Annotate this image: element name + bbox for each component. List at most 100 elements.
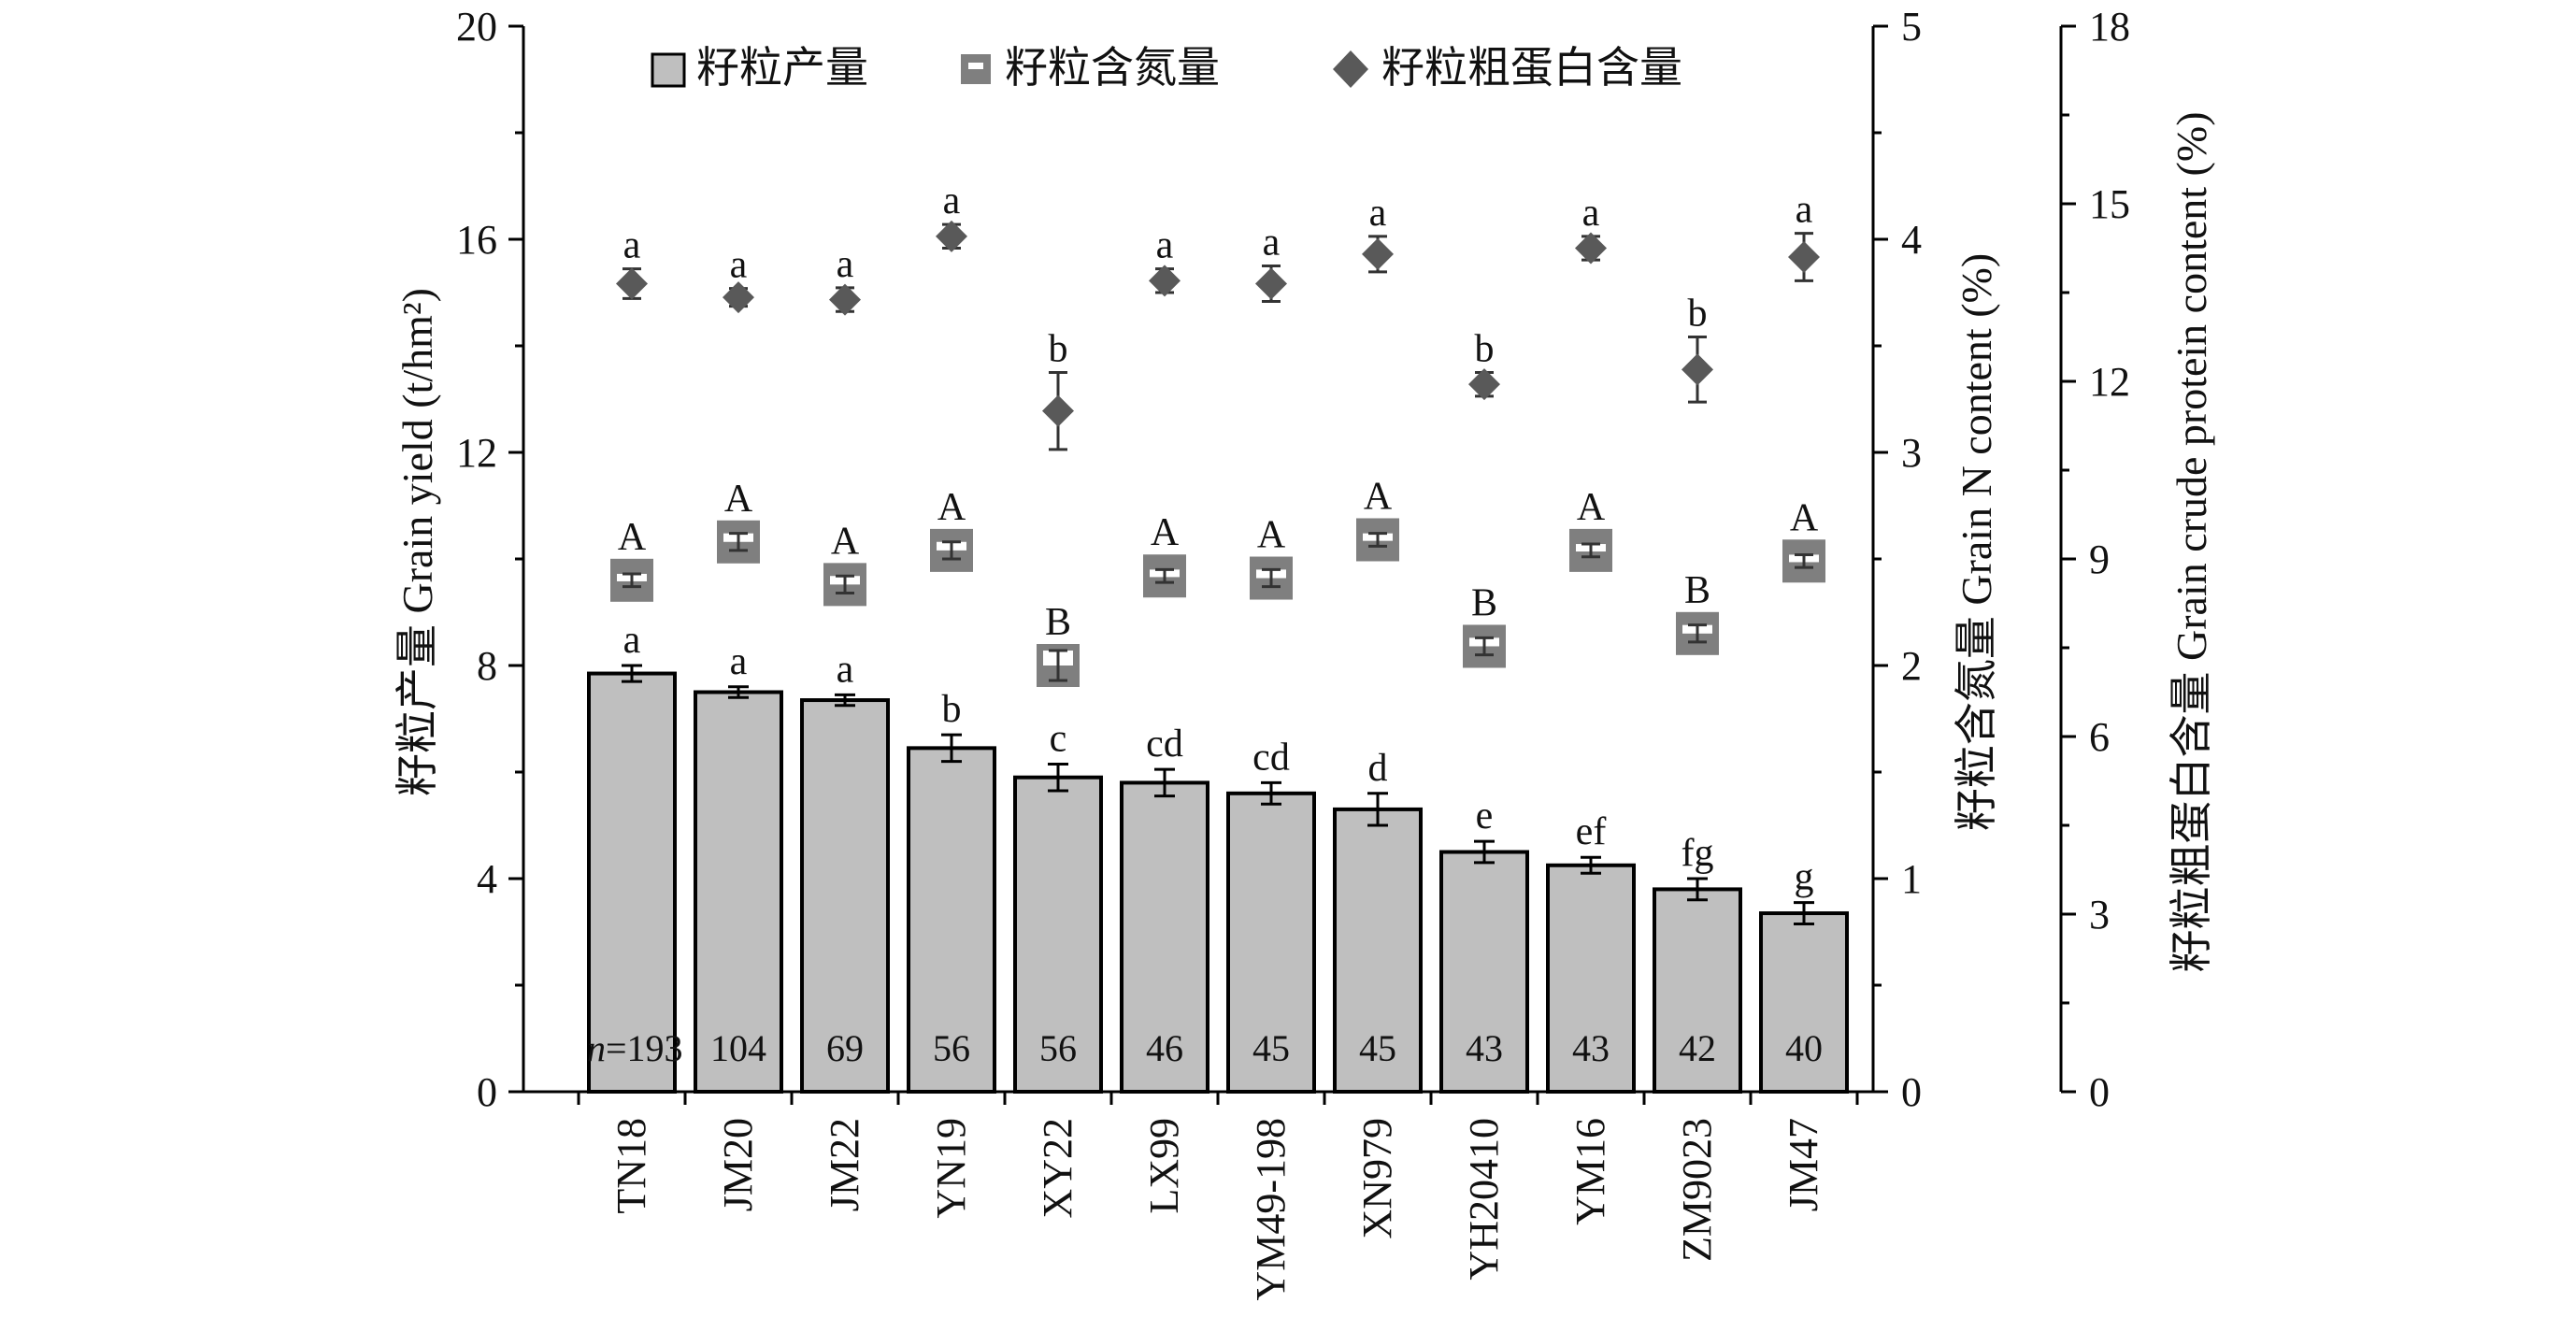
- yield-letter-label: cd: [1252, 736, 1290, 779]
- category-label: LX99: [1141, 1118, 1187, 1214]
- category-label: XY22: [1035, 1118, 1080, 1219]
- nitrogen-letter-label: A: [937, 486, 966, 529]
- nitrogen-letter-label: A: [724, 478, 753, 521]
- yield-letter-label: d: [1368, 747, 1388, 790]
- left-axis-title: 籽粒产量 Grain yield (t/hm²): [394, 288, 441, 796]
- protein-marker: [616, 267, 648, 300]
- yield-bar: [800, 698, 890, 1094]
- protein-letter-label: a: [837, 243, 854, 286]
- protein-marker: [1468, 368, 1500, 401]
- protein-letter-label: a: [943, 179, 961, 222]
- yield-letter-label: b: [942, 688, 962, 731]
- protein-letter-label: b: [1688, 293, 1708, 336]
- yield-bar: [1759, 911, 1849, 1094]
- right2-axis-tick-label: 6: [2089, 714, 2110, 760]
- right1-axis-tick-label: 0: [1901, 1069, 1922, 1115]
- nitrogen-letter-label: B: [1045, 601, 1071, 644]
- right1-axis-tick-label: 5: [1901, 4, 1922, 50]
- category-label: JM20: [715, 1118, 761, 1211]
- protein-marker: [1149, 265, 1181, 297]
- legend-item-nitrogen: 籽粒含氮量: [961, 44, 1220, 92]
- sample-size-label: 45: [1252, 1027, 1290, 1069]
- sample-size-label: 56: [1039, 1027, 1077, 1069]
- right2-axis-tick-label: 3: [2089, 892, 2110, 937]
- category-label: ZM9023: [1674, 1118, 1720, 1262]
- right1-axis-tick-label: 2: [1901, 643, 1922, 689]
- yield-letter-label: g: [1795, 856, 1814, 899]
- right2-axis-tick-label: 12: [2089, 359, 2130, 405]
- protein-marker: [1255, 267, 1287, 300]
- left-axis-tick-label: 12: [456, 430, 497, 476]
- protein-marker: [936, 220, 967, 252]
- sample-size-label: 45: [1359, 1027, 1396, 1069]
- protein-marker: [1575, 232, 1607, 265]
- sample-size-label: 46: [1146, 1027, 1183, 1069]
- nitrogen-letter-label: A: [618, 516, 647, 559]
- category-labels: TN18 JM20 JM22 YN19 XY22 LX99 YM49-198 XN979 YH2…: [608, 1118, 1826, 1301]
- yield-letter-label: e: [1476, 794, 1494, 837]
- legend-diamond-swatch: [1333, 50, 1368, 88]
- sample-size-label: 43: [1466, 1027, 1503, 1069]
- sample-size-label: n=193: [587, 1027, 683, 1069]
- nitrogen-letter-label: A: [1364, 475, 1393, 518]
- protein-marker: [723, 281, 754, 314]
- legend-item-protein: 籽粒粗蛋白含量: [1333, 44, 1682, 92]
- protein-letter-label: a: [1582, 192, 1600, 235]
- yield-letter-label: a: [730, 640, 748, 683]
- yield-letter-label: fg: [1682, 832, 1714, 875]
- legend-bar-swatch: [651, 52, 686, 88]
- protein-letter-label: a: [623, 224, 641, 267]
- nitrogen-letter-label: A: [1151, 511, 1180, 554]
- protein-marker: [1682, 353, 1713, 386]
- category-label: TN18: [608, 1118, 654, 1214]
- sample-size-label: 40: [1785, 1027, 1823, 1069]
- protein-letter-label: a: [1263, 222, 1281, 265]
- category-label: YM49-198: [1248, 1118, 1294, 1301]
- left-axis-tick-label: 4: [477, 856, 497, 902]
- protein-letter-label: a: [1156, 224, 1174, 267]
- right2-axis-tick-label: 0: [2089, 1069, 2110, 1115]
- yield-bar: [1120, 780, 1209, 1095]
- nitrogen-letter-label: B: [1471, 581, 1497, 624]
- protein-letter-label: a: [1796, 189, 1813, 232]
- legend-label-protein: 籽粒粗蛋白含量: [1381, 44, 1682, 92]
- category-label: YN19: [928, 1118, 974, 1219]
- protein-markers: a a a a b a a a b a b a: [616, 179, 1820, 451]
- sample-size-label: 104: [710, 1027, 766, 1069]
- category-label: JM22: [822, 1118, 867, 1211]
- yield-bar: [1333, 807, 1423, 1095]
- nitrogen-letter-label: B: [1684, 569, 1710, 612]
- nitrogen-letter-label: A: [1257, 514, 1286, 557]
- yield-letter-label: cd: [1146, 723, 1183, 766]
- category-label: YM16: [1567, 1118, 1613, 1225]
- left-axis-tick-label: 16: [456, 217, 497, 263]
- yield-bars: a n=193 a 104 a 69 b 56 c 56 cd 46 cd 45 d 45 e 43 ef 43 fg 4…: [587, 619, 1849, 1095]
- left-axis-tick-label: 20: [456, 4, 497, 50]
- yield-bar: [1653, 887, 1742, 1095]
- yield-letter-label: a: [837, 648, 854, 691]
- category-label: XN979: [1354, 1118, 1400, 1239]
- right1-axis-tick-label: 3: [1901, 430, 1922, 476]
- nitrogen-letter-label: A: [1577, 486, 1606, 529]
- protein-letter-label: b: [1049, 328, 1068, 371]
- yield-letter-label: a: [623, 619, 641, 662]
- sample-size-label: 69: [826, 1027, 864, 1069]
- legend: 籽粒产量 籽粒含氮量 籽粒粗蛋白含量: [651, 44, 1682, 92]
- protein-marker: [1362, 237, 1394, 270]
- yield-letter-label: c: [1050, 717, 1067, 760]
- protein-marker: [1788, 241, 1820, 273]
- legend-square-swatch-mark: [968, 63, 983, 69]
- right1-axis-tick-label: 4: [1901, 217, 1922, 263]
- yield-bar: [1013, 775, 1103, 1094]
- sample-size-label: 43: [1572, 1027, 1610, 1069]
- legend-label-nitrogen: 籽粒含氮量: [1005, 44, 1220, 92]
- right2-axis-tick-label: 9: [2089, 537, 2110, 582]
- yield-bar: [1226, 791, 1316, 1094]
- left-axis-tick-label: 0: [477, 1069, 497, 1115]
- right2-axis-tick-label: 18: [2089, 4, 2130, 50]
- protein-letter-label: b: [1475, 328, 1495, 371]
- yield-bar: [907, 746, 996, 1094]
- protein-marker: [829, 283, 861, 316]
